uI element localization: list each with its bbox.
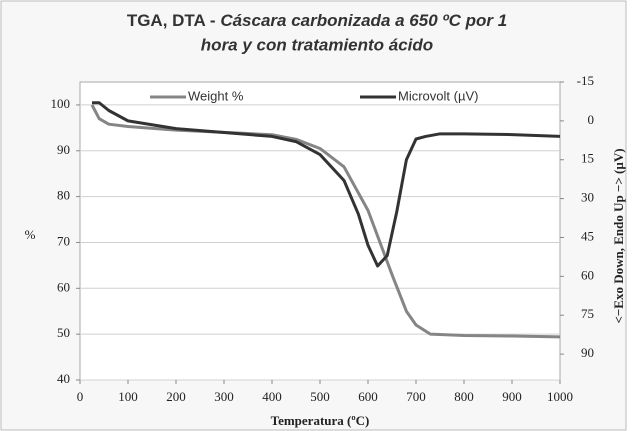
- x-tick-label: 900: [502, 389, 522, 404]
- y-tick-label: 50: [57, 325, 70, 340]
- x-tick-label: 200: [166, 389, 186, 404]
- y2-axis-label: <−Exo Down, Endo Up −> (µV): [611, 148, 626, 323]
- y2-tick-label: -15: [577, 73, 594, 88]
- x-tick-label: 400: [262, 389, 282, 404]
- plot-area: [79, 81, 561, 381]
- y-axis-label: %: [25, 227, 36, 242]
- x-tick-label: 600: [358, 389, 378, 404]
- y2-tick-label: 45: [581, 228, 594, 243]
- x-tick-label: 300: [214, 389, 234, 404]
- chart-title: TGA, DTA - Cáscara carbonizada a 650 ºC …: [127, 11, 507, 30]
- y2-tick-label: 60: [581, 267, 594, 282]
- y2-tick-label: 30: [581, 190, 594, 205]
- y-tick-label: 80: [57, 188, 70, 203]
- legend-label: Microvolt (µV): [398, 88, 478, 103]
- x-tick-label: 1000: [547, 389, 573, 404]
- y2-tick-label: 90: [581, 345, 594, 360]
- title-part: TGA, DTA -: [127, 11, 220, 30]
- y-tick-label: 40: [57, 371, 70, 386]
- y2-tick-label: 75: [581, 306, 594, 321]
- chart-title: hora y con tratamiento ácido: [201, 35, 433, 54]
- title-part: Cáscara carbonizada a 650 ºC por 1: [220, 11, 507, 30]
- x-tick-label: 800: [454, 389, 474, 404]
- y2-tick-label: 15: [581, 151, 594, 166]
- y2-tick-label: 0: [588, 112, 595, 127]
- data-line: [92, 101, 561, 268]
- y-tick-label: 70: [57, 233, 70, 248]
- x-tick-label: 100: [118, 389, 138, 404]
- data-line: [90, 104, 561, 339]
- x-tick-label: 0: [77, 389, 84, 404]
- y-tick-label: 90: [57, 142, 70, 157]
- x-tick-label: 700: [406, 389, 426, 404]
- y-tick-label: 100: [51, 96, 71, 111]
- x-axis-label: Temperatura (ºC): [271, 413, 370, 428]
- x-tick-label: 500: [310, 389, 330, 404]
- y-tick-label: 60: [57, 279, 70, 294]
- legend-label: Weight %: [188, 88, 244, 103]
